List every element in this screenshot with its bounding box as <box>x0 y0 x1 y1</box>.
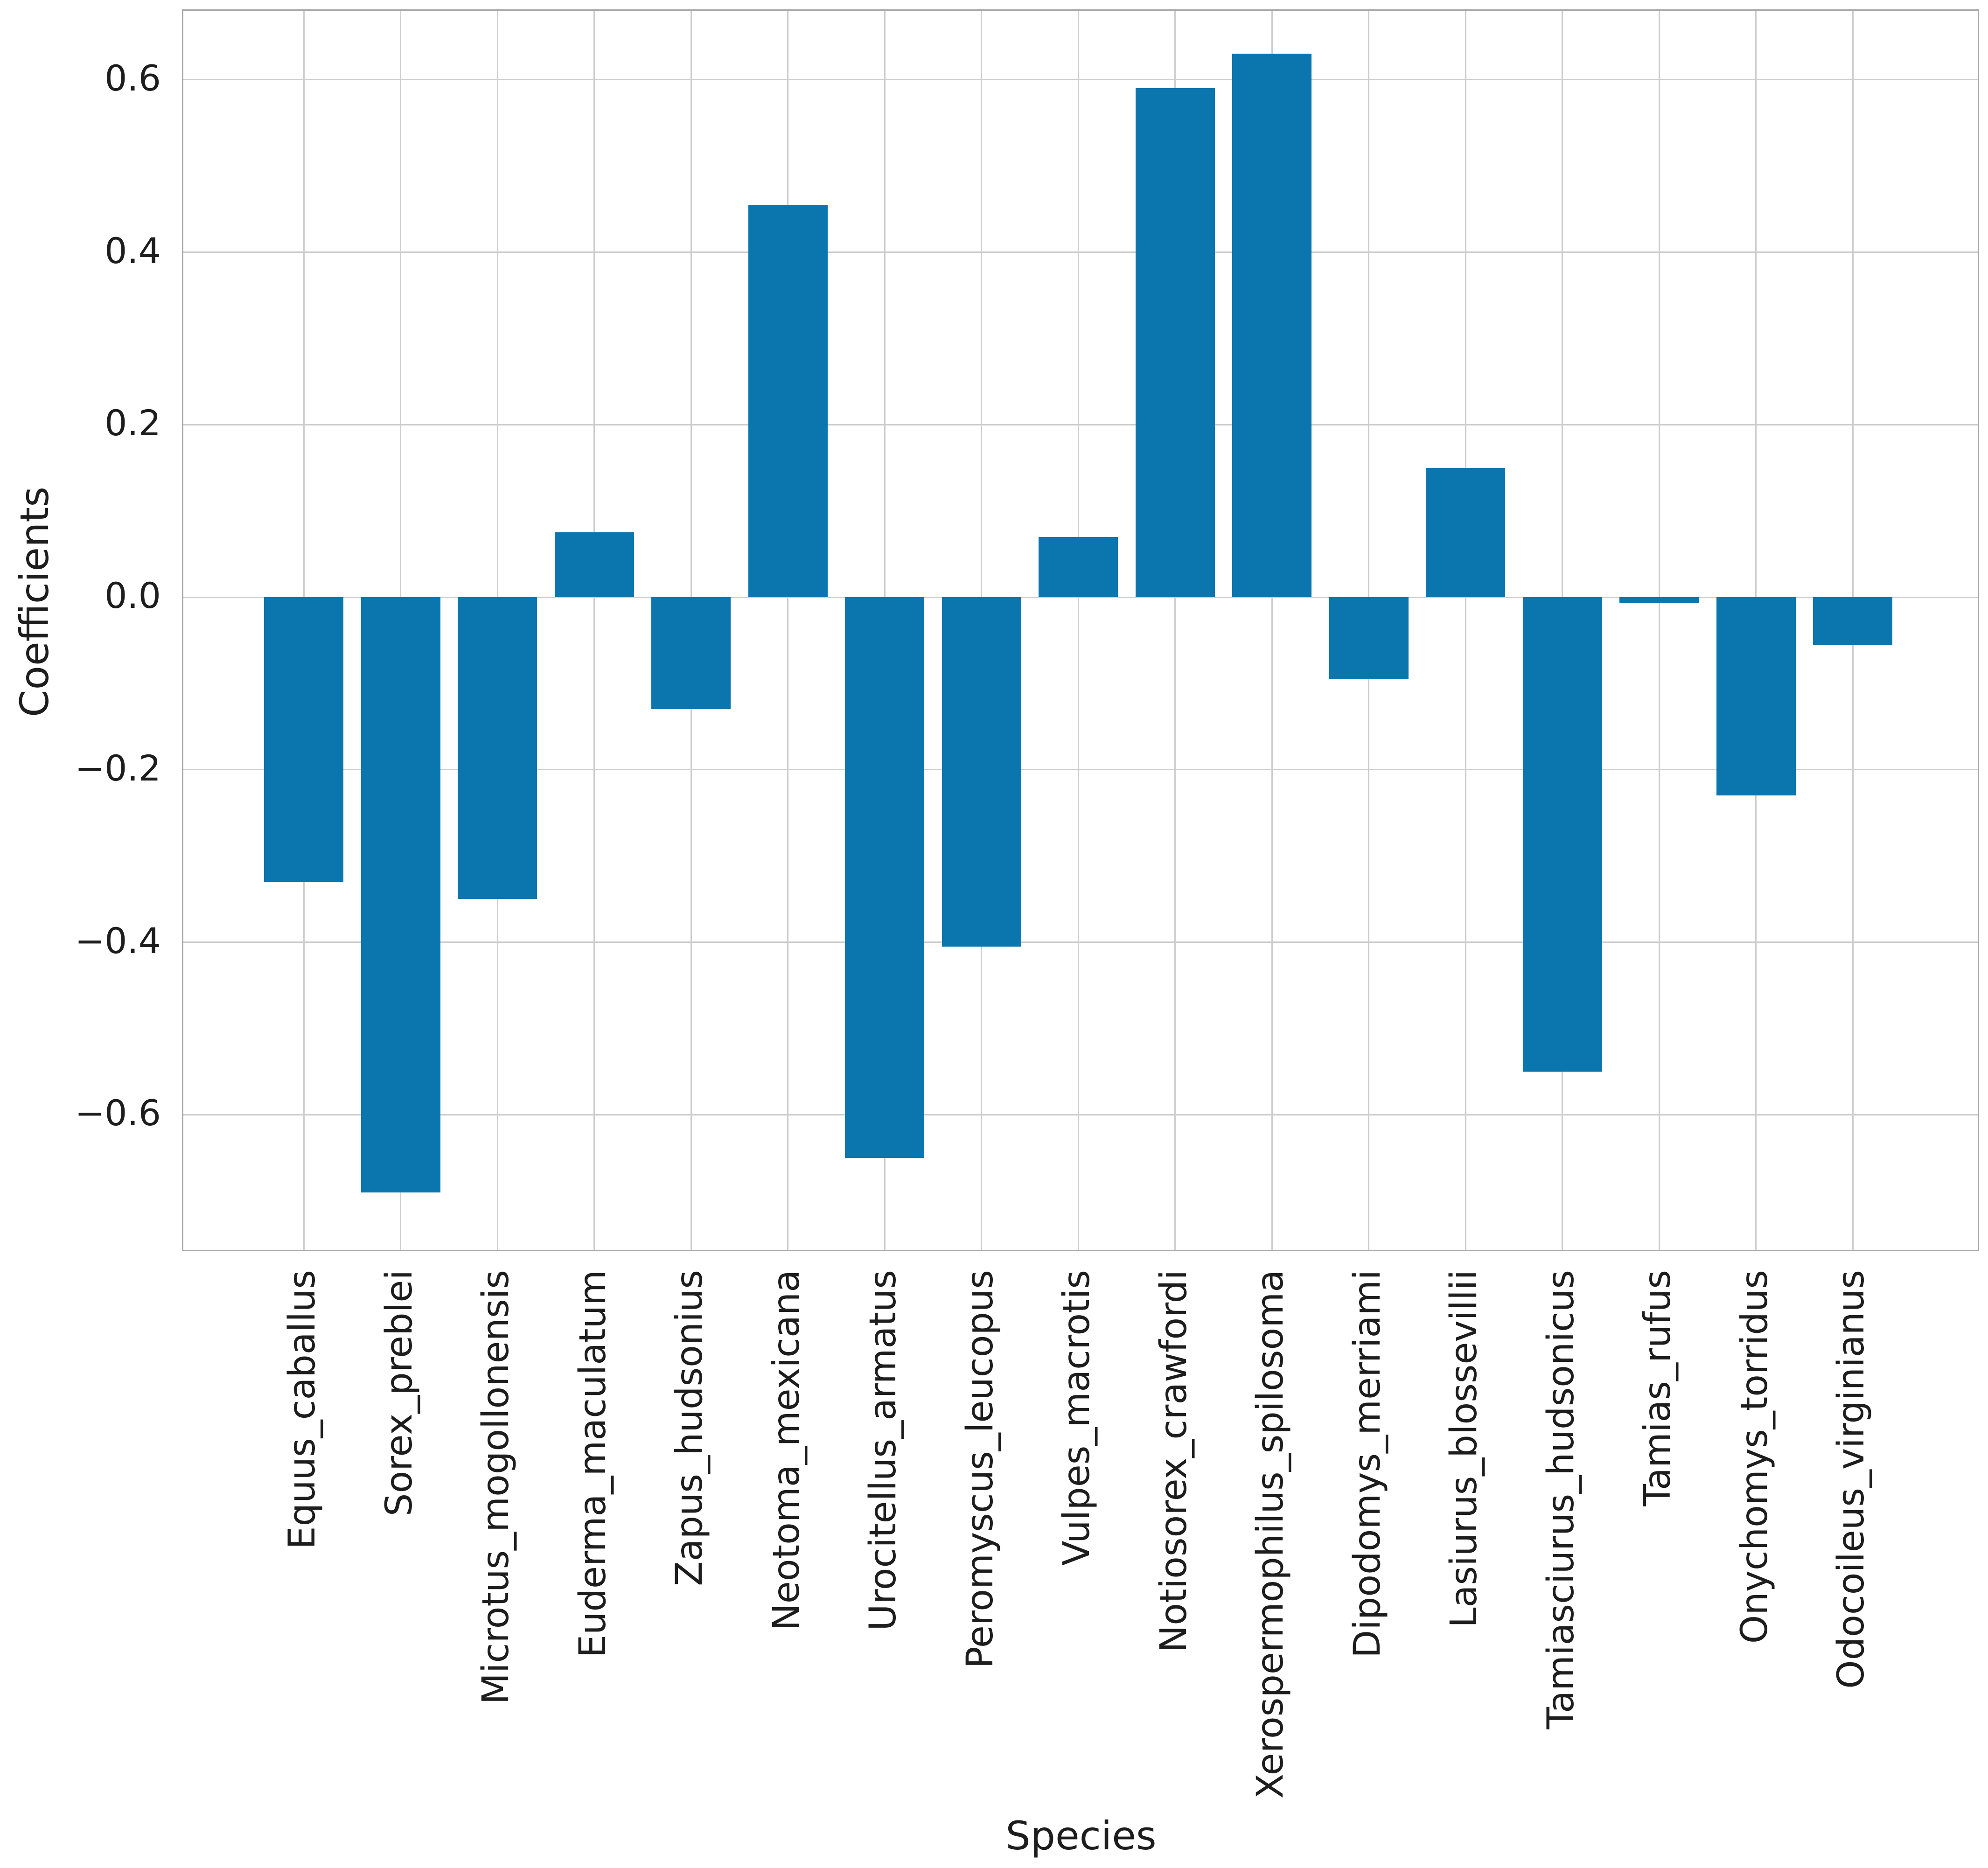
gridline-h-−0.2 <box>183 769 1978 771</box>
bar-Odocoileus_virginianus <box>1813 597 1892 645</box>
plot-area <box>182 9 1979 1251</box>
x-tick-Tamias_rufus: Tamias_rufus <box>1637 1270 1679 1506</box>
y-tick-−0.6: −0.6 <box>75 1092 161 1134</box>
gridline-v-Neotoma_mexicana <box>787 11 788 1250</box>
x-tick-Vulpes_macrotis: Vulpes_macrotis <box>1056 1270 1098 1566</box>
gridline-v-Euderma_maculatum <box>593 11 595 1250</box>
bar-Euderma_maculatum <box>554 532 634 598</box>
y-tick-0.2: 0.2 <box>105 402 161 444</box>
bar-Xerospermophilus_spilosoma <box>1232 54 1311 598</box>
y-tick-−0.4: −0.4 <box>75 920 161 962</box>
x-tick-Neotoma_mexicana: Neotoma_mexicana <box>765 1270 808 1631</box>
gridline-v-Xerospermophilus_spilosoma <box>1271 11 1273 1250</box>
x-axis-label: Species <box>1005 1813 1157 1859</box>
bar-Peromyscus_leucopus <box>942 597 1021 947</box>
gridline-h-−0.4 <box>183 941 1978 943</box>
gridline-h-0.4 <box>183 251 1978 253</box>
x-tick-Euderma_maculatum: Euderma_maculatum <box>572 1270 614 1658</box>
x-tick-Zapus_hudsonius: Zapus_hudsonius <box>669 1270 711 1586</box>
x-tick-Xerospermophilus_spilosoma: Xerospermophilus_spilosoma <box>1249 1270 1291 1799</box>
y-tick-0.4: 0.4 <box>105 230 161 272</box>
y-axis-label: Coefficients <box>12 486 57 718</box>
x-tick-Equus_caballus: Equus_caballus <box>281 1270 323 1549</box>
bar-Lasiurus_blossevillii <box>1426 467 1505 598</box>
bar-Sorex_preblei <box>361 597 440 1192</box>
bar-Tamias_rufus <box>1619 597 1699 603</box>
bar-Dipodomys_merriami <box>1329 597 1409 679</box>
gridline-h-0.2 <box>183 424 1978 425</box>
gridline-v-Vulpes_macrotis <box>1077 11 1079 1250</box>
y-tick-−0.2: −0.2 <box>75 747 161 789</box>
bar-Neotoma_mexicana <box>748 204 828 598</box>
bar-Microtus_mogollonensis <box>458 597 537 899</box>
gridline-v-Tamias_rufus <box>1658 11 1660 1250</box>
y-tick-0.6: 0.6 <box>105 57 161 99</box>
gridline-h-−0.6 <box>183 1114 1978 1115</box>
x-tick-Dipodomys_merriami: Dipodomys_merriami <box>1346 1270 1388 1658</box>
x-tick-Sorex_preblei: Sorex_preblei <box>378 1270 420 1517</box>
x-tick-Notiosorex_crawfordi: Notiosorex_crawfordi <box>1152 1270 1195 1653</box>
x-tick-Microtus_mogollonensis: Microtus_mogollonensis <box>475 1270 517 1705</box>
gridline-v-Lasiurus_blossevillii <box>1465 11 1466 1250</box>
gridline-h-0.6 <box>183 79 1978 81</box>
x-tick-Peromyscus_leucopus: Peromyscus_leucopus <box>959 1270 1001 1669</box>
x-tick-Lasiurus_blossevillii: Lasiurus_blossevillii <box>1443 1270 1485 1628</box>
gridline-v-Notiosorex_crawfordi <box>1174 11 1176 1250</box>
gridline-h-0.0 <box>183 596 1978 598</box>
bar-Notiosorex_crawfordi <box>1135 88 1215 598</box>
x-tick-Tamiasciurus_hudsonicus: Tamiasciurus_hudsonicus <box>1540 1270 1582 1729</box>
x-tick-Onychomys_torridus: Onychomys_torridus <box>1733 1270 1776 1644</box>
y-tick-0.0: 0.0 <box>105 575 161 617</box>
x-tick-Urocitellus_armatus: Urocitellus_armatus <box>862 1270 904 1631</box>
bar-Onychomys_torridus <box>1716 597 1796 796</box>
x-tick-Odocoileus_virginianus: Odocoileus_virginianus <box>1830 1270 1872 1689</box>
bar-Vulpes_macrotis <box>1039 537 1118 598</box>
bar-Tamiasciurus_hudsonicus <box>1522 597 1602 1072</box>
bar-Zapus_hudsonius <box>651 597 731 710</box>
bar-Equus_caballus <box>264 597 343 882</box>
bar-Urocitellus_armatus <box>845 597 924 1158</box>
